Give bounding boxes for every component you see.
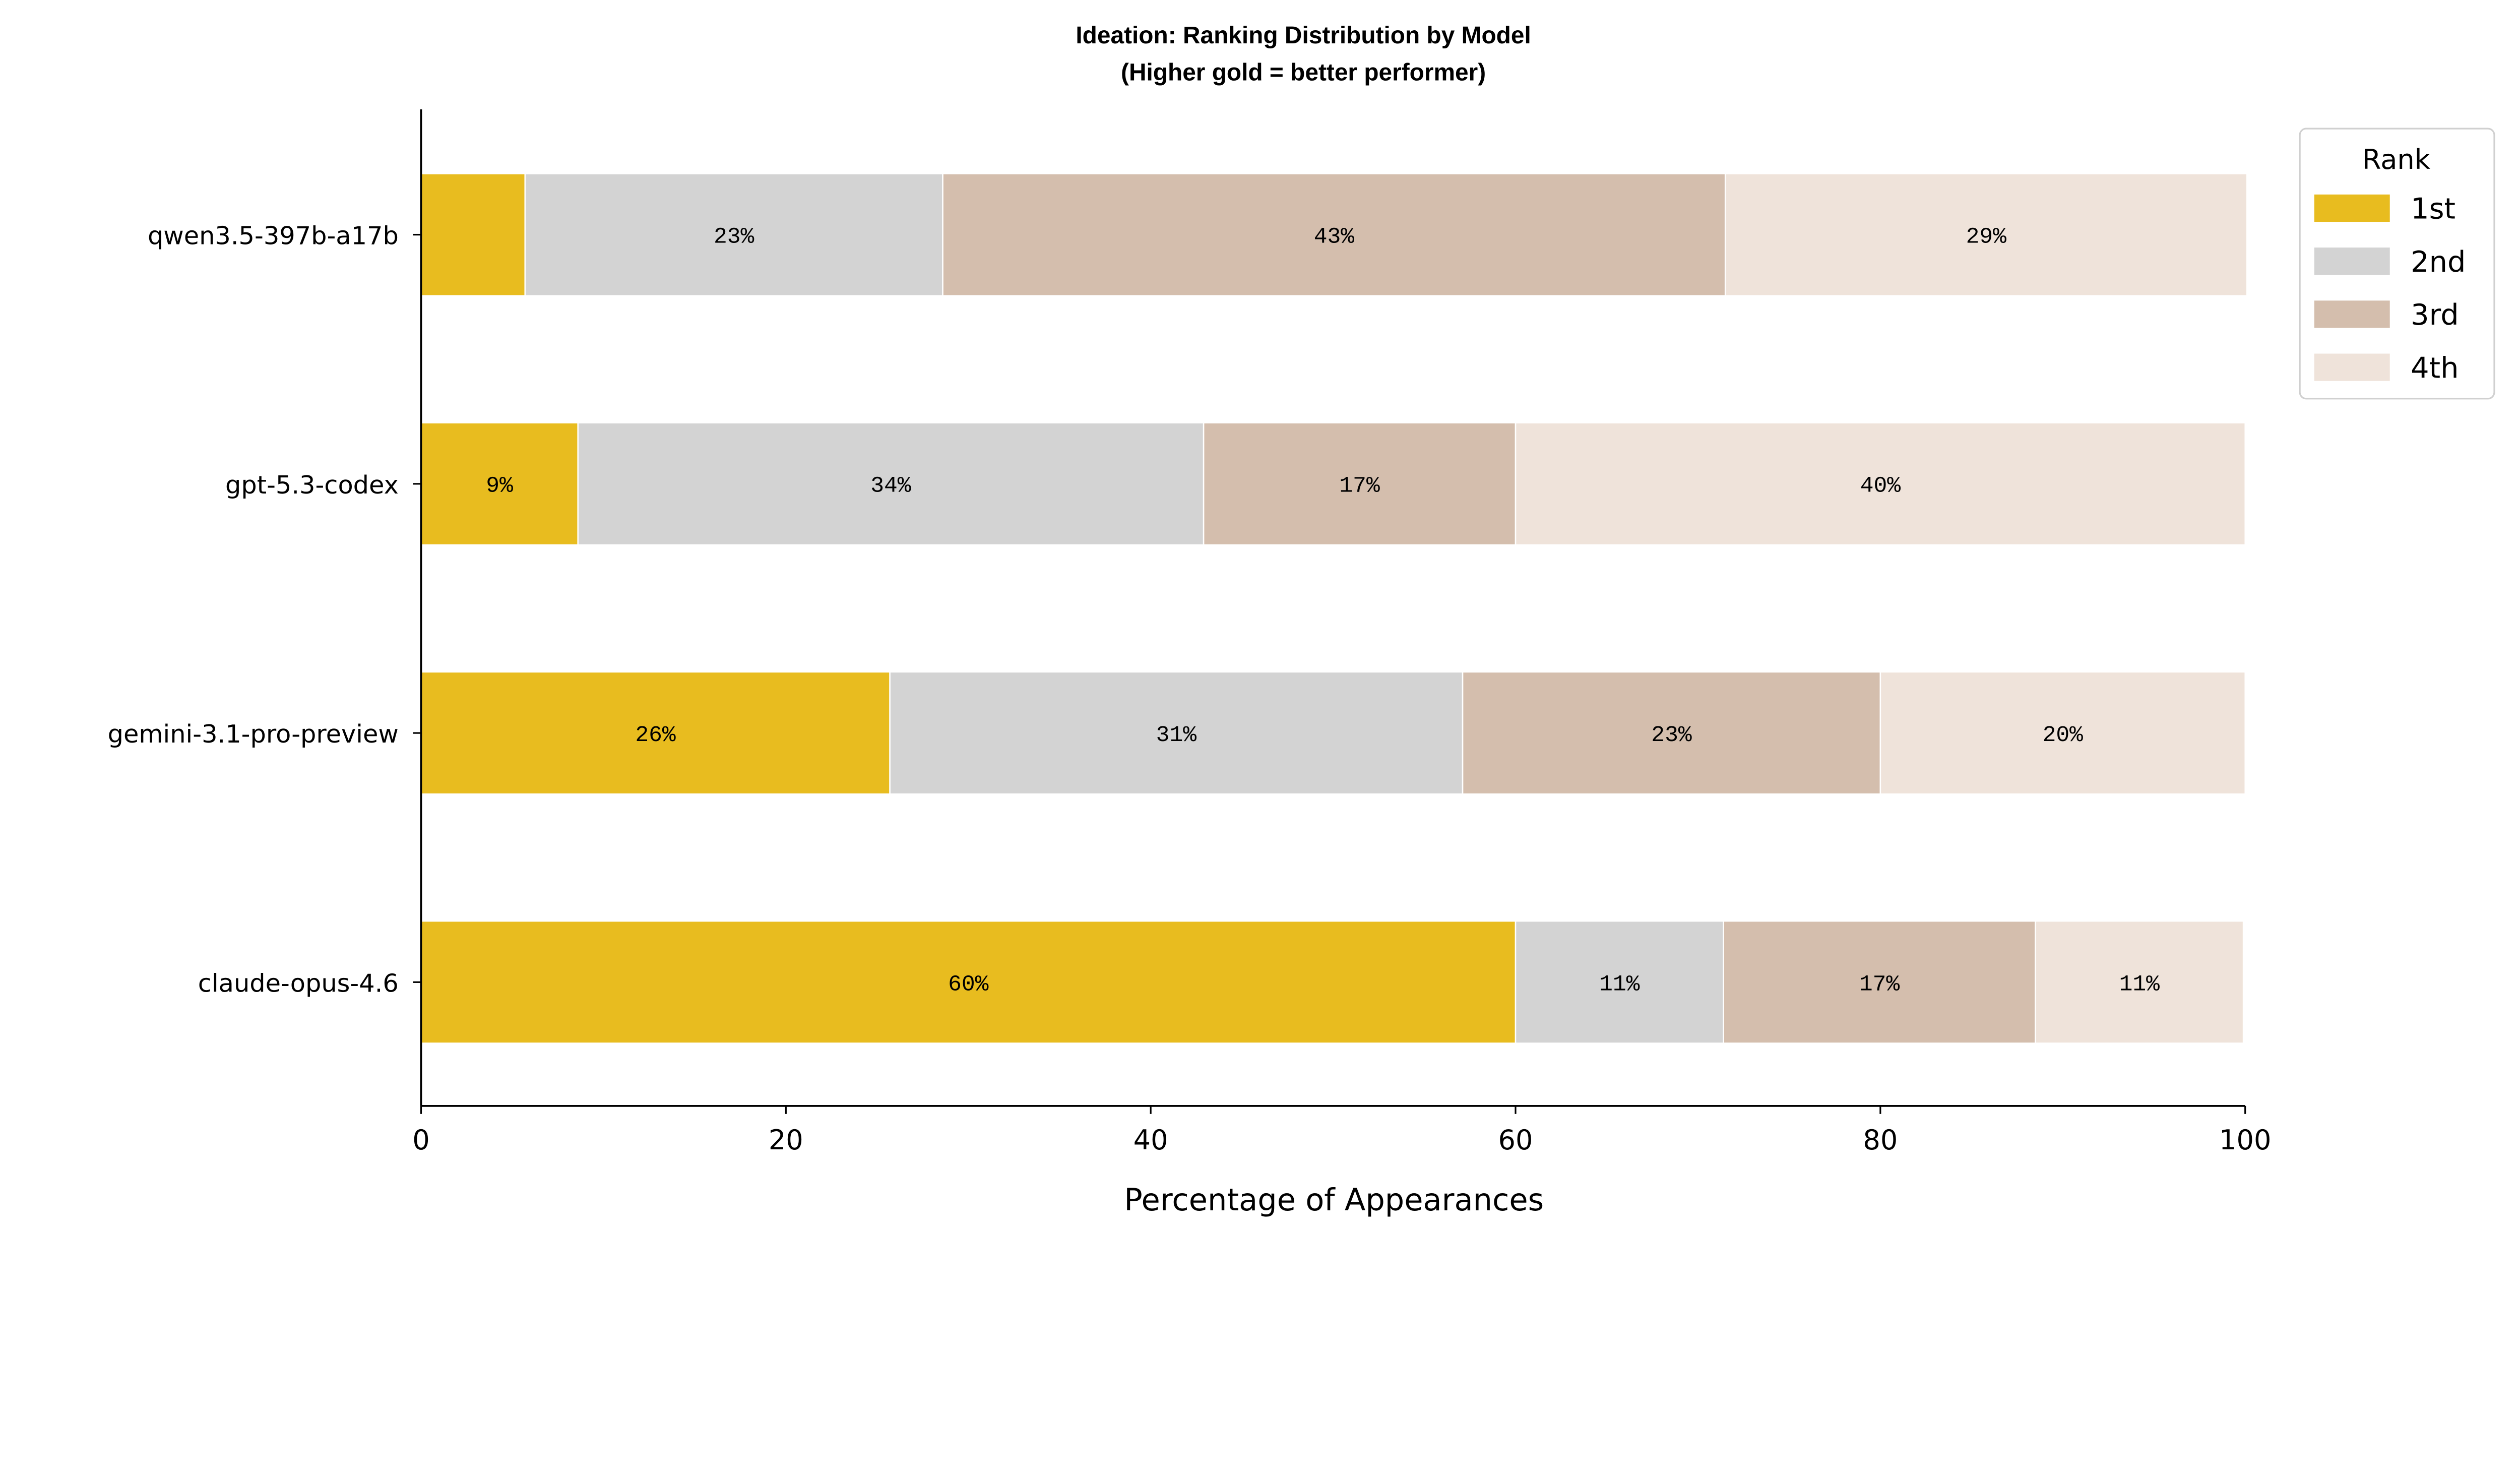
y-tick-label: qwen3.5-397b-a17b (148, 221, 399, 251)
legend-title: Rank (2362, 144, 2431, 175)
bar-data-label: 43% (1314, 225, 1355, 250)
bar-4th-gemini-3.1-pro-preview (1879, 671, 2246, 795)
bar-2nd-gemini-3.1-pro-preview (889, 671, 1464, 795)
legend-label: 4th (2411, 351, 2459, 385)
legend-swatch-1st (2314, 194, 2390, 222)
axes-group: 0 20 40 60 80 100 qwen3.5-397b-a17b gpt-5.3-cod… (108, 109, 2271, 1156)
bar-data-label: 17% (1339, 474, 1380, 499)
legend-swatch-2nd (2314, 248, 2390, 275)
bar-1st-gemini-3.1-pro-preview (420, 671, 891, 795)
bar-data-label: 17% (1859, 972, 1900, 997)
bar-1st-qwen3.5-397b-a17b (420, 173, 526, 297)
legend-label: 2nd (2411, 245, 2466, 279)
y-tick-label: claude-opus-4.6 (198, 968, 399, 998)
bar-2nd-qwen3.5-397b-a17b (524, 173, 943, 297)
bar-4th-qwen3.5-397b-a17b (1724, 173, 2248, 297)
x-tick-label: 40 (1133, 1124, 1168, 1156)
bar-data-label: 9% (486, 474, 513, 499)
chart-subtitle: (Higher gold = better performer) (1121, 59, 1486, 86)
y-tick-label: gpt-5.3-codex (225, 470, 399, 500)
chart-title: Ideation: Ranking Distribution by Model (1076, 22, 1531, 49)
bar-data-label: 26% (635, 723, 676, 748)
bar-1st-gpt-5.3-codex (420, 422, 579, 546)
x-tick-label: 20 (769, 1124, 803, 1156)
bar-data-label: 40% (1860, 474, 1901, 499)
bar-data-label: 31% (1156, 723, 1197, 748)
legend-swatch-4th (2314, 353, 2390, 381)
bar-4th-gpt-5.3-codex (1515, 422, 2246, 546)
ranking-distribution-chart: Ideation: Ranking Distribution by Model … (108, 22, 2495, 1218)
bar-data-label: 23% (1651, 723, 1692, 748)
x-tick-label: 100 (2219, 1124, 2271, 1156)
legend: Rank 1st 2nd 3rd 4th (2299, 128, 2495, 400)
bar-data-label: 11% (2119, 972, 2160, 997)
x-axis-label: Percentage of Appearances (1124, 1183, 1544, 1218)
y-tick-label: gemini-3.1-pro-preview (108, 719, 399, 749)
bar-data-label: 23% (714, 225, 754, 250)
legend-label: 1st (2411, 192, 2455, 226)
x-tick-label: 80 (1863, 1124, 1898, 1156)
bar-data-label: 34% (870, 474, 911, 499)
bars-group: 23% 43% 29% 9% 34% 17% 40% 26% 31% 23% 20% 60% 11% 17… (420, 173, 2248, 1044)
bar-3rd-gpt-5.3-codex (1203, 422, 1517, 546)
legend-swatch-3rd (2314, 300, 2390, 328)
bar-1st-claude-opus-4.6 (420, 920, 1517, 1044)
bar-4th-claude-opus-4.6 (2035, 920, 2244, 1044)
x-tick-label: 0 (412, 1124, 429, 1156)
x-tick-label: 60 (1498, 1124, 1533, 1156)
bar-data-label: 29% (1966, 225, 2007, 250)
bar-data-label: 11% (1599, 972, 1640, 997)
bar-2nd-claude-opus-4.6 (1515, 920, 1724, 1044)
bar-data-label: 20% (2043, 723, 2084, 748)
bar-3rd-gemini-3.1-pro-preview (1462, 671, 1881, 795)
bar-2nd-gpt-5.3-codex (577, 422, 1205, 546)
legend-label: 3rd (2411, 298, 2459, 332)
bar-3rd-claude-opus-4.6 (1723, 920, 2036, 1044)
bar-3rd-qwen3.5-397b-a17b (942, 173, 1726, 297)
bar-data-label: 60% (948, 972, 989, 997)
